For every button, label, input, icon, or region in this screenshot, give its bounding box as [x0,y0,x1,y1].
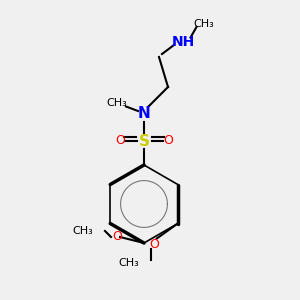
Text: O: O [112,230,122,244]
Text: O: O [163,134,173,148]
Text: S: S [139,134,149,148]
Text: N: N [138,106,150,122]
Text: NH: NH [171,35,195,49]
Text: CH₃: CH₃ [72,226,93,236]
Text: CH₃: CH₃ [118,257,139,268]
Text: O: O [115,134,125,148]
Text: CH₃: CH₃ [194,19,214,29]
Text: O: O [149,238,159,251]
Text: CH₃: CH₃ [106,98,128,109]
